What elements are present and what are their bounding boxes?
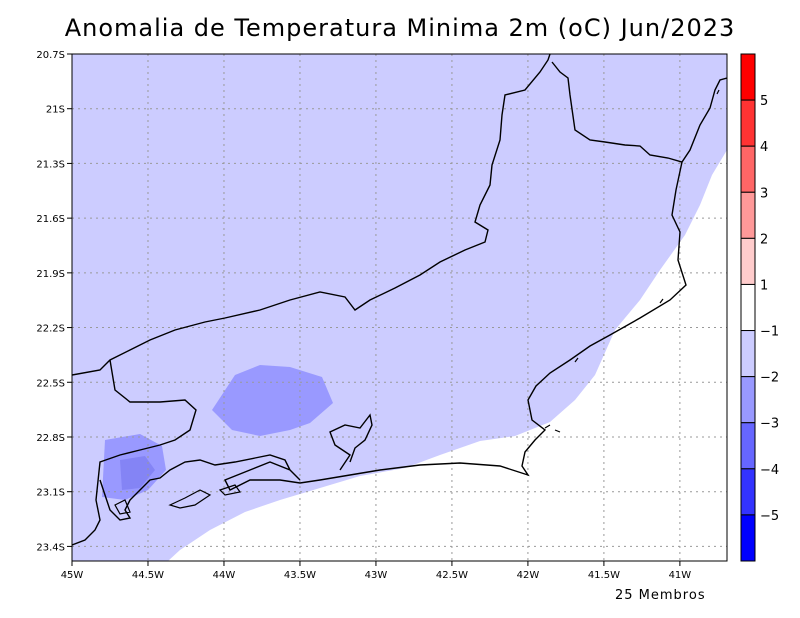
colorbar-box bbox=[740, 191, 756, 239]
lat-tick-label: 22.2S bbox=[36, 324, 65, 335]
lat-tick-label: 23.4S bbox=[36, 542, 65, 553]
lat-tick-label: 23.1S bbox=[36, 488, 65, 499]
lat-tick-label: 22.5S bbox=[36, 378, 65, 389]
lat-tick-label: 21S bbox=[46, 105, 65, 116]
colorbar-box bbox=[740, 468, 756, 516]
colorbar-box bbox=[740, 237, 756, 285]
anomaly-region-minus2-minus3 bbox=[212, 365, 333, 436]
colorbar-box bbox=[740, 330, 756, 378]
colorbar-label: 5 bbox=[760, 94, 768, 109]
colorbar-label: −2 bbox=[760, 371, 779, 386]
lat-tick-label: 21.9S bbox=[36, 269, 65, 280]
colorbar-box bbox=[740, 514, 756, 562]
lat-tick-label: 21.3S bbox=[36, 159, 65, 170]
map-title: Anomalia de Temperatura Minima 2m (oC) J… bbox=[64, 14, 736, 42]
lat-tick-label: 20.7S bbox=[36, 50, 65, 61]
colorbar-box bbox=[740, 145, 756, 193]
gridlines bbox=[72, 54, 727, 561]
lat-tick-label: 21.6S bbox=[36, 214, 65, 225]
lat-tick-label: 22.8S bbox=[36, 433, 65, 444]
colorbar-label: −3 bbox=[760, 417, 779, 432]
colorbar-box bbox=[740, 376, 756, 424]
colorbar-box bbox=[740, 99, 756, 147]
lon-tick-label: 43W bbox=[365, 570, 388, 581]
colorbar-box bbox=[740, 283, 756, 332]
colorbar-label: 4 bbox=[760, 140, 768, 155]
anomaly-region-near-zero bbox=[168, 150, 727, 561]
coastline bbox=[72, 161, 687, 546]
ensemble-members-note: 25 Membros bbox=[615, 588, 706, 603]
state-border bbox=[72, 54, 727, 376]
colorbar-label: −5 bbox=[760, 509, 779, 524]
lon-tick-label: 41W bbox=[669, 570, 692, 581]
colorbar-label: −1 bbox=[760, 325, 779, 340]
map-frame bbox=[71, 53, 728, 562]
lon-tick-label: 41.5W bbox=[588, 570, 620, 581]
colorbar: 5 4 3 2 1 −1 −2 −3 −4 −5 bbox=[740, 53, 779, 562]
lon-tick-label: 45W bbox=[61, 570, 84, 581]
colorbar-label: 1 bbox=[760, 278, 768, 293]
colorbar-box bbox=[740, 53, 756, 101]
lon-tick-label: 44.5W bbox=[132, 570, 164, 581]
colorbar-label: −4 bbox=[760, 463, 779, 478]
lon-tick-label: 44W bbox=[213, 570, 236, 581]
lon-tick-label: 43.5W bbox=[284, 570, 316, 581]
islands bbox=[114, 89, 720, 515]
anomaly-region-minus3-minus4 bbox=[120, 456, 155, 490]
lon-tick-label: 42W bbox=[517, 570, 540, 581]
colorbar-label: 3 bbox=[760, 186, 768, 201]
lon-tick-label: 42.5W bbox=[436, 570, 468, 581]
colorbar-label: 2 bbox=[760, 232, 768, 247]
colorbar-box bbox=[740, 422, 756, 470]
